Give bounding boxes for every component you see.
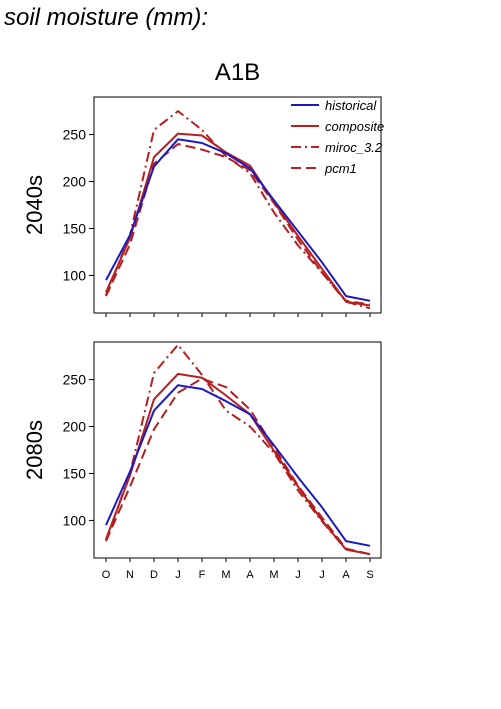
y-tick-label: 200: [63, 419, 87, 435]
y-tick-label: 100: [63, 267, 87, 283]
series-line-historical-2040s: [105, 138, 371, 302]
x-tick-label: N: [126, 569, 134, 581]
panel-frame-2080s: [93, 341, 382, 559]
x-tick-label: F: [199, 569, 206, 581]
legend-label-miroc_3.2: miroc_3.2: [325, 140, 383, 155]
series-line-composite-2040s: [105, 132, 371, 307]
legend-label-pcm1: pcm1: [324, 161, 357, 176]
x-tick-label: M: [269, 569, 278, 581]
panel-label-2040s: 2040s: [22, 175, 47, 235]
x-tick-label: J: [295, 569, 301, 581]
panel-label-2080s: 2080s: [22, 420, 47, 480]
y-tick-label: 250: [63, 127, 87, 143]
y-tick-label: 200: [63, 174, 87, 190]
y-tick-label: 100: [63, 512, 87, 528]
chart-title: A1B: [215, 59, 260, 86]
series-line-historical-2080s: [105, 384, 371, 547]
series-line-pcm1-2080s: [105, 377, 371, 556]
x-tick-label: M: [221, 569, 230, 581]
x-tick-label: J: [319, 569, 325, 581]
y-tick-label: 150: [63, 220, 87, 236]
x-tick-label: D: [150, 569, 158, 581]
page-title: soil moisture (mm):: [4, 4, 209, 31]
series-line-miroc_3.2-2040s: [105, 110, 371, 310]
series-line-composite-2080s: [105, 372, 371, 556]
x-tick-label: O: [102, 569, 111, 581]
x-tick-label: A: [342, 569, 350, 581]
y-tick-label: 150: [63, 465, 87, 481]
legend-label-composite: composite: [325, 119, 384, 134]
x-tick-label: S: [366, 569, 373, 581]
x-tick-label: A: [246, 569, 254, 581]
panel-frame-2040s: [93, 96, 382, 314]
x-tick-label: J: [175, 569, 181, 581]
legend-label-historical: historical: [325, 98, 377, 113]
y-tick-label: 250: [63, 372, 87, 388]
